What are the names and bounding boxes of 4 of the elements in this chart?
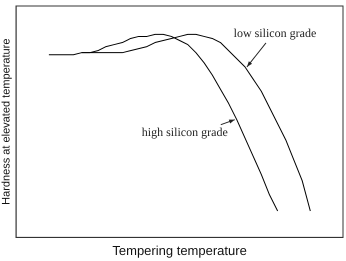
y-axis-title: Hardness at elevated temperature [0,38,13,205]
series-label: low silicon grade [234,26,316,40]
series-label: high silicon grade [142,124,228,139]
x-axis-title: Tempering temperature [112,242,247,258]
